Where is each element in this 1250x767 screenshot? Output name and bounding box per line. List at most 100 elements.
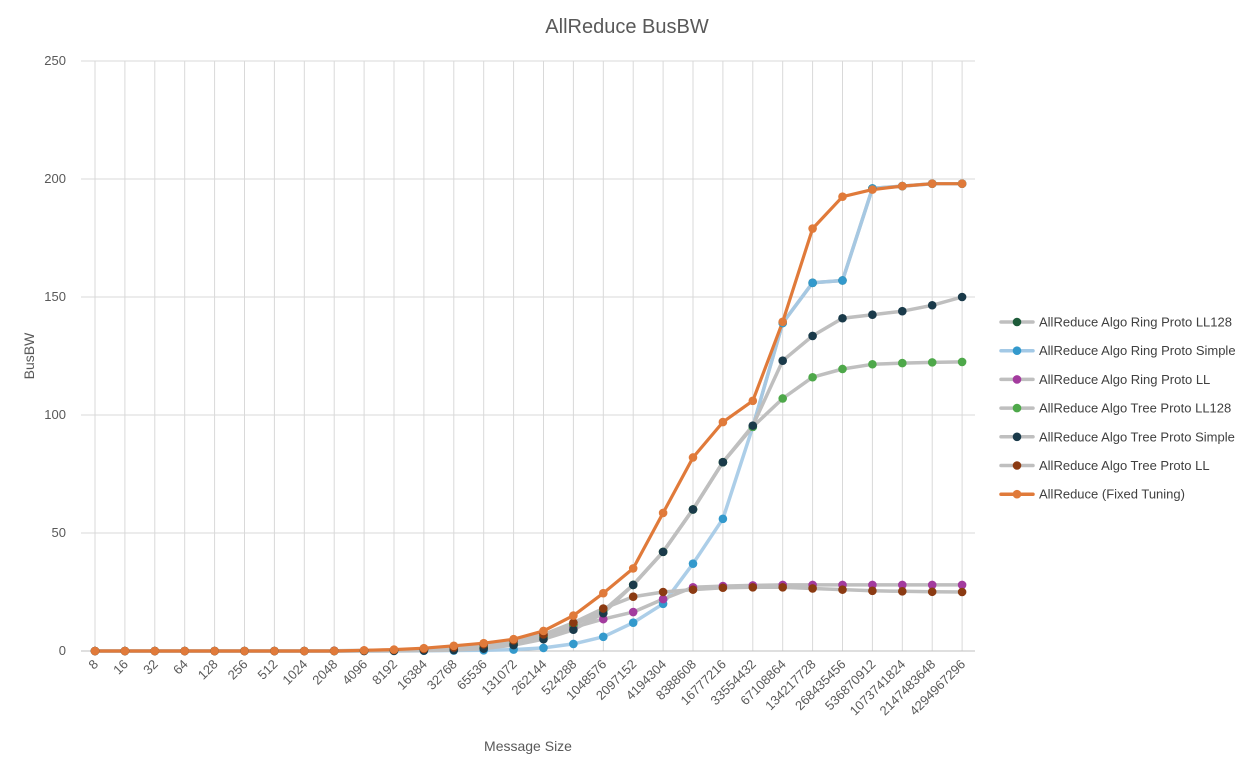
data-point-s3 [927, 580, 937, 590]
data-point-s6 [838, 585, 847, 594]
data-point-s6 [688, 585, 698, 594]
legend-label-3: AllReduce Algo Ring Proto LL [1039, 372, 1210, 387]
data-point-s7 [628, 564, 638, 573]
data-point-s6 [599, 604, 608, 613]
data-point-s3 [658, 594, 668, 604]
data-point-s5 [838, 313, 847, 323]
axes: 0 50 100 150 200 250 8 16 32 64 128 256 512102420484… [44, 53, 975, 718]
y-axis-title: BusBW [21, 332, 37, 379]
x-tick-label: 8 [85, 657, 101, 673]
gridlines [81, 60, 975, 652]
data-point-s4 [898, 358, 907, 368]
legend-marker-4 [1012, 403, 1022, 413]
x-tick-label: 128 [195, 657, 221, 683]
legend-marker-6 [1012, 461, 1022, 470]
data-point-s4 [868, 359, 877, 369]
data-point-s7 [359, 645, 369, 655]
data-point-s7 [927, 179, 937, 189]
x-tick-label: 2048 [309, 657, 340, 688]
data-point-s6 [628, 592, 638, 602]
data-point-s6 [808, 584, 817, 593]
data-point-s5 [808, 331, 817, 341]
y-tick-label: 150 [44, 289, 66, 304]
y-tick-label: 50 [52, 525, 66, 540]
data-point-s7 [449, 641, 459, 651]
data-point-s5 [569, 625, 578, 635]
data-point-s3 [898, 580, 907, 590]
x-tick-label: 32768 [424, 657, 460, 693]
data-point-s6 [658, 587, 668, 597]
data-point-s7 [569, 611, 578, 620]
legend-label-2: AllReduce Algo Ring Proto Simple [1039, 343, 1236, 358]
data-point-s6 [898, 586, 907, 596]
series-line-5 [93, 295, 964, 653]
data-point-s7 [658, 508, 668, 518]
series-line-2 [93, 181, 964, 653]
data-point-s5 [898, 306, 907, 316]
data-point-s5 [778, 356, 787, 366]
data-point-s3 [628, 607, 638, 617]
data-point-s6 [718, 583, 728, 593]
data-point-s5 [927, 300, 937, 310]
x-tick-label: 16384 [394, 657, 430, 693]
x-tick-label: 1024 [279, 657, 310, 688]
chart-title: AllReduce BusBW [545, 16, 709, 38]
data-point-s6 [927, 587, 937, 597]
legend-marker-7 [1012, 489, 1022, 499]
data-point-s6 [569, 618, 578, 627]
data-point-s2 [539, 643, 548, 653]
data-point-s3 [599, 614, 608, 624]
legend-marker-2 [1012, 346, 1022, 356]
data-point-s5 [957, 292, 967, 302]
data-point-s7 [240, 646, 249, 656]
data-point-s6 [868, 586, 877, 596]
data-point-s5 [748, 421, 758, 430]
legend-label-4: AllReduce Algo Tree Proto LL128 [1039, 401, 1231, 416]
data-point-s7 [270, 646, 279, 656]
series-line-7 [93, 182, 964, 653]
data-point-s7 [957, 179, 967, 189]
data-point-s7 [509, 634, 518, 644]
data-point-s2 [599, 632, 608, 642]
series-line-1 [93, 181, 964, 653]
legend-marker-3 [1012, 375, 1022, 384]
series-line-4 [93, 360, 964, 653]
data-point-s2 [628, 618, 638, 627]
data-point-s7 [150, 646, 160, 656]
data-point-s7 [599, 588, 608, 598]
data-point-s5 [868, 310, 877, 320]
data-point-s2 [808, 278, 817, 288]
data-point-s7 [300, 646, 309, 656]
data-point-s5 [628, 580, 638, 590]
data-point-s6 [957, 587, 967, 597]
x-tick-label: 4096 [339, 657, 370, 688]
data-point-s5 [658, 547, 668, 557]
data-point-s7 [718, 417, 728, 427]
data-point-s4 [927, 358, 937, 367]
data-point-s3 [957, 580, 967, 590]
data-point-s7 [808, 224, 817, 233]
data-point-s7 [90, 646, 100, 656]
data-point-s7 [210, 646, 219, 656]
data-point-s2 [688, 559, 698, 568]
data-point-s6 [748, 582, 758, 592]
data-point-s2 [569, 639, 578, 649]
x-tick-label: 32 [140, 657, 161, 678]
data-point-s7 [898, 181, 907, 191]
data-point-s2 [718, 514, 728, 524]
data-point-s7 [180, 646, 189, 656]
data-point-s4 [778, 394, 787, 403]
data-point-s2 [838, 276, 847, 285]
data-point-s7 [778, 317, 787, 327]
data-point-s4 [808, 372, 817, 382]
data-point-s7 [688, 453, 698, 462]
series-lines [93, 181, 964, 653]
data-point-s7 [419, 643, 429, 653]
data-point-s7 [389, 645, 399, 654]
data-point-s5 [718, 457, 728, 467]
legend-label-5: AllReduce Algo Tree Proto Simple [1039, 429, 1235, 444]
legend-marker-5 [1012, 432, 1022, 442]
data-point-s7 [748, 396, 758, 406]
data-point-s4 [957, 357, 967, 367]
